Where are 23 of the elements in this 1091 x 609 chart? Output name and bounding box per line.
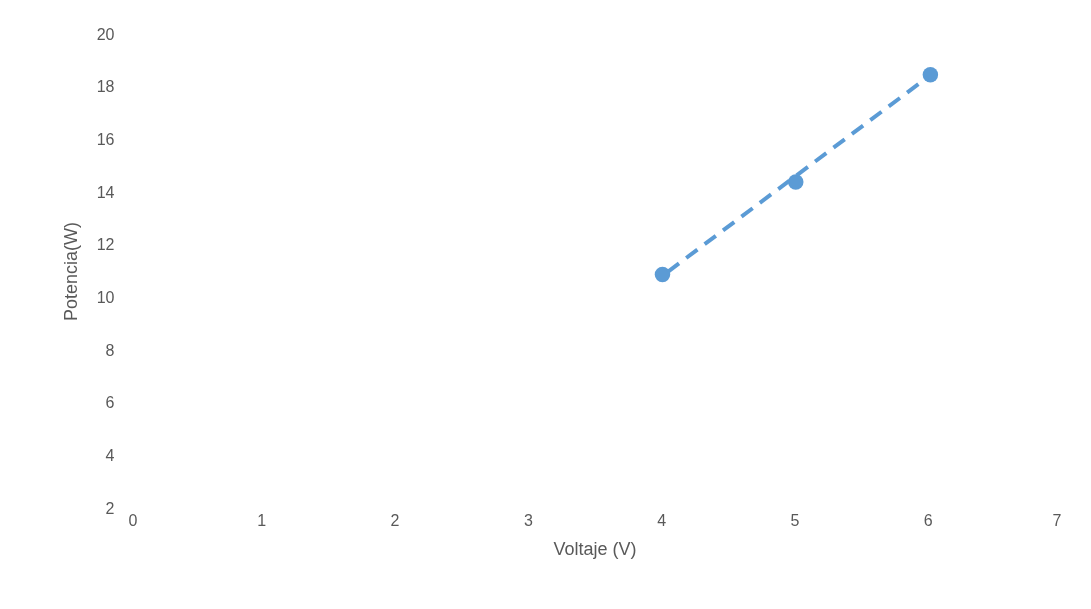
y-tick-label: 16 bbox=[96, 130, 115, 148]
y-tick-label: 14 bbox=[96, 183, 115, 201]
y-tick-label: 12 bbox=[96, 236, 115, 254]
point bbox=[788, 174, 804, 190]
x-axis-title: Voltaje (V) bbox=[553, 538, 637, 559]
x-tick-label: 1 bbox=[257, 511, 267, 529]
y-tick-label: 2 bbox=[105, 499, 115, 517]
point bbox=[922, 67, 939, 83]
x-tick-label: 0 bbox=[128, 511, 138, 529]
y-tick-label: 6 bbox=[105, 394, 115, 412]
point bbox=[654, 266, 671, 283]
x-tick-label: 7 bbox=[1052, 511, 1062, 529]
y-tick-label: 4 bbox=[105, 446, 115, 464]
y-axis-title: Potencia(W) bbox=[60, 221, 81, 322]
y-tick-label: 20 bbox=[96, 25, 115, 43]
y-tick-label: 18 bbox=[96, 78, 115, 96]
x-tick-label: 4 bbox=[657, 511, 667, 529]
x-tick-label: 6 bbox=[923, 511, 933, 529]
x-tick-label: 5 bbox=[790, 511, 800, 529]
y-tick-label: 10 bbox=[96, 288, 115, 306]
x-tick-label: 3 bbox=[523, 511, 533, 529]
y-tick-label: 8 bbox=[105, 341, 115, 359]
x-tick-label: 2 bbox=[390, 511, 400, 529]
